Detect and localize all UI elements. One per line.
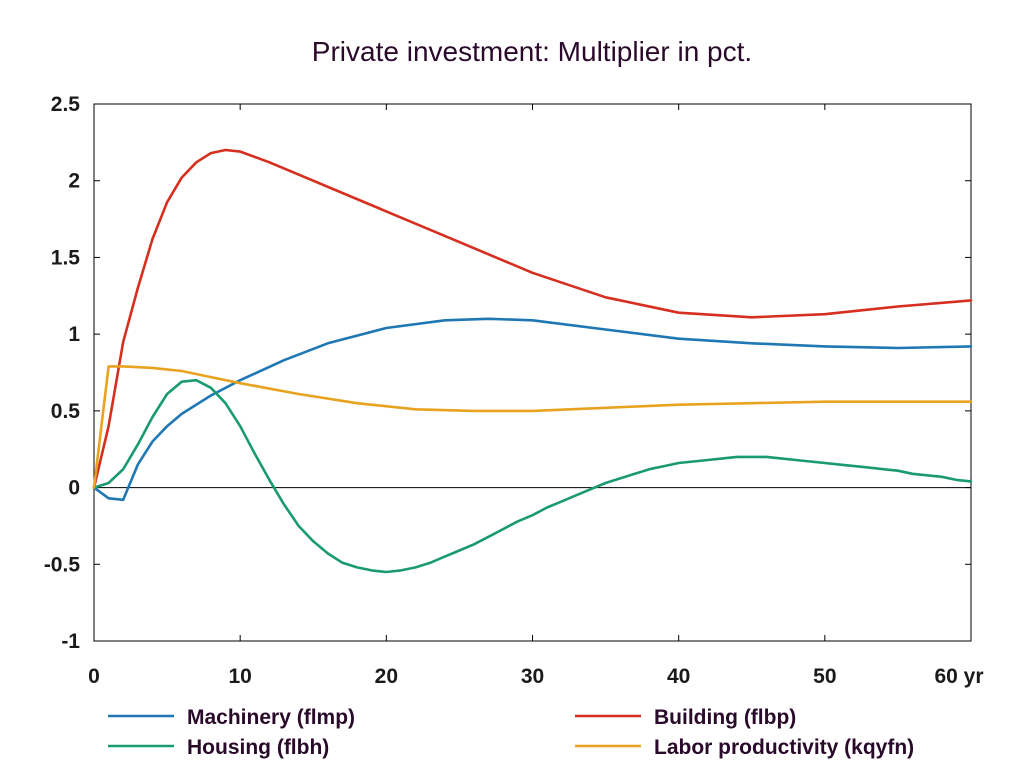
legend-item: Housing (flbh) bbox=[108, 736, 329, 759]
y-tick-label: 1.5 bbox=[51, 246, 81, 269]
x-tick-label: 10 bbox=[228, 665, 251, 688]
legend-label: Machinery (flmp) bbox=[187, 706, 355, 729]
series-lines bbox=[92, 148, 973, 574]
legend-item: Labor productivity (kqyfn) bbox=[575, 736, 914, 759]
legend: Machinery (flmp) Building (flbp) Housing (… bbox=[108, 706, 914, 759]
x-tick-label: 50 bbox=[813, 665, 836, 688]
series-line-2 bbox=[92, 378, 973, 574]
legend-label: Building (flbp) bbox=[654, 706, 796, 729]
x-tick-label: 40 bbox=[667, 665, 690, 688]
y-tick-label: -0.5 bbox=[44, 553, 81, 576]
legend-label: Housing (flbh) bbox=[187, 736, 329, 759]
y-tick-label: 0.5 bbox=[51, 400, 81, 423]
legend-label: Labor productivity (kqyfn) bbox=[654, 736, 914, 759]
legend-item: Machinery (flmp) bbox=[108, 706, 355, 729]
series-line-3 bbox=[92, 365, 973, 489]
series-line-0 bbox=[92, 317, 973, 502]
x-tick-label: 20 bbox=[375, 665, 398, 688]
y-tick-label: 1 bbox=[68, 323, 80, 346]
chart-title: Private investment: Multiplier in pct. bbox=[312, 36, 752, 67]
plot-frame bbox=[93, 103, 972, 642]
legend-item: Building (flbp) bbox=[575, 706, 796, 729]
y-tick-label: 2.5 bbox=[51, 93, 81, 116]
x-tick-label: 0 bbox=[88, 665, 100, 688]
series-line-1 bbox=[92, 148, 973, 489]
x-tick-label: 60 yr bbox=[934, 665, 983, 688]
y-tick-label: 2 bbox=[68, 170, 80, 193]
plot-axes: -1 -0.5 0 0.5 1 1.5 2 2.5 0 10 20 30 40 50 60 yr bbox=[44, 93, 984, 688]
y-tick-label: 0 bbox=[68, 477, 80, 500]
y-tick-label: -1 bbox=[61, 630, 80, 653]
x-tick-label: 30 bbox=[521, 665, 544, 688]
